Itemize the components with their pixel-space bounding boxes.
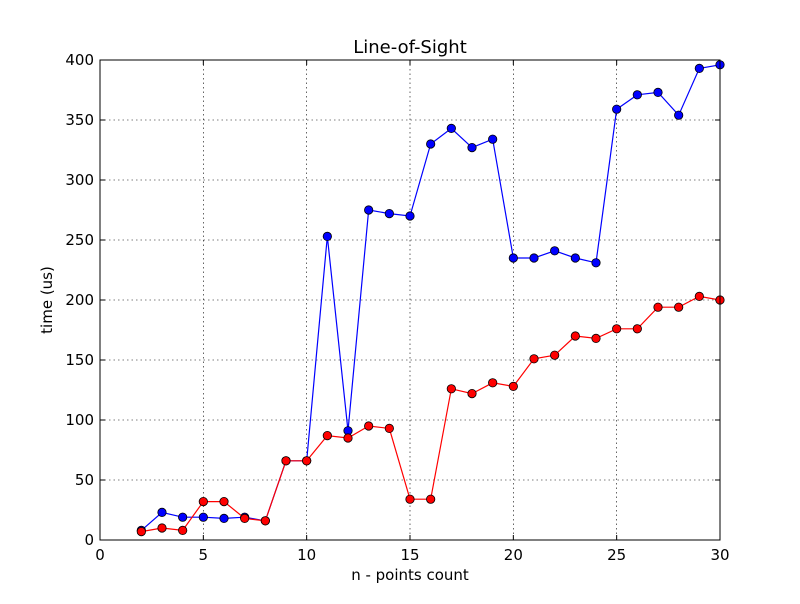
series-1-point [384,209,394,219]
series-2-point [405,494,415,504]
series-2-point [467,388,477,399]
series-1-point [446,123,456,133]
y-tick-label: 300 [65,171,94,189]
series-2-point [240,513,250,524]
y-tick-label: 150 [65,351,94,369]
series-2-point [632,324,642,334]
y-axis-label: time (us) [38,266,56,334]
series-1-point [405,211,415,221]
series-2-point [260,516,270,526]
series-1-point [612,104,622,114]
series-2-point [219,496,229,507]
series-2-point [364,421,374,431]
chart-title: Line-of-Sight [353,37,467,58]
y-tick-label: 350 [65,111,94,129]
series-1-point [550,246,560,256]
x-tick-label: 5 [199,546,209,564]
y-tick-label: 50 [75,471,94,489]
y-tick-label: 400 [65,51,94,69]
y-tick-label: 250 [65,231,94,249]
series-2-point [529,354,539,364]
series-2-point [302,456,312,466]
y-tick-label: 200 [65,291,94,309]
x-tick-label: 20 [504,546,523,564]
x-tick-label: 30 [710,546,729,564]
series-2-point [488,378,498,388]
plot-frame [99,59,721,541]
series-2-point [384,423,394,433]
series-1-point [632,90,642,100]
series-1-point [198,512,208,522]
series-2-point [322,430,332,441]
series-2-point [570,331,580,341]
series-2-point [674,302,684,312]
series-2-point [591,333,601,343]
series-1-point [529,253,539,263]
series-2-point [157,523,167,533]
series-1-point [467,143,477,153]
series-1-point [591,258,601,268]
series-1-point [508,253,518,263]
y-tick-label: 0 [84,531,94,549]
y-tick-label: 100 [65,411,94,429]
series-2-point [612,324,622,334]
series-2-point [446,384,456,394]
grid-layer [100,60,720,540]
series-1-point [426,139,436,149]
x-tick-label: 15 [400,546,419,564]
series-2-point [198,496,208,507]
series-1-point [322,231,332,241]
series-layer [136,60,725,537]
series-1-point [653,87,663,98]
series-2-point [550,350,560,360]
series-1-point [178,512,188,522]
series-2-point [508,381,518,391]
series-1-point [694,63,704,74]
series-2-point [343,433,353,443]
series-2-point [178,525,188,536]
series-2-point [653,302,663,312]
x-axis-label: n - points count [351,566,469,584]
series-2-point [281,456,291,466]
x-tick-label: 25 [607,546,626,564]
series-1-point [570,253,580,263]
x-tick-label: 10 [297,546,316,564]
series-2-point [426,494,436,504]
series-1-point [488,134,498,144]
series-2-point [694,291,704,301]
series-1-point [157,507,167,518]
x-tick-label: 0 [95,546,105,564]
series-2-point [136,526,146,537]
series-1-point [674,110,684,120]
series-1-point [219,513,229,524]
series-1-point [364,205,374,215]
